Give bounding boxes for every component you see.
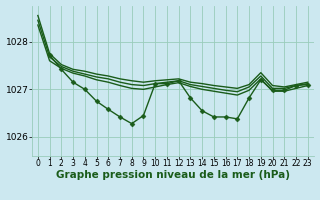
- X-axis label: Graphe pression niveau de la mer (hPa): Graphe pression niveau de la mer (hPa): [56, 170, 290, 180]
